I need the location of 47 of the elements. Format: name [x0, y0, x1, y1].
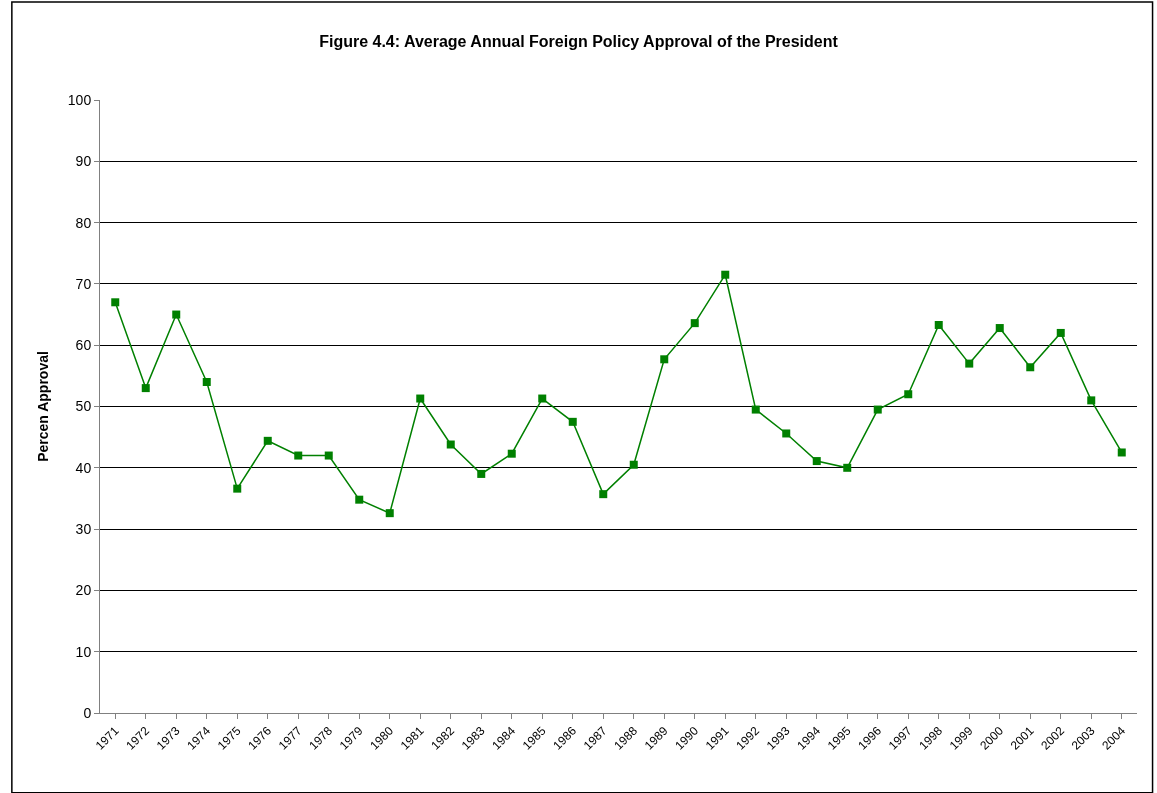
y-tick-label: 60 — [75, 337, 92, 354]
point — [1087, 396, 1096, 405]
point — [1117, 448, 1126, 457]
point — [294, 451, 303, 460]
point — [843, 463, 852, 472]
point — [416, 394, 425, 403]
point — [782, 429, 791, 438]
point — [111, 298, 120, 307]
y-tick-label: 10 — [75, 643, 92, 660]
point — [873, 405, 882, 414]
point — [1026, 363, 1035, 372]
point — [324, 451, 333, 460]
point — [660, 355, 669, 364]
point — [568, 417, 577, 426]
point — [629, 460, 638, 469]
y-tick-label: 100 — [67, 91, 92, 108]
point — [446, 440, 455, 449]
y-tick-label: 70 — [75, 275, 92, 292]
point — [202, 377, 211, 386]
point — [141, 384, 150, 393]
point — [812, 457, 821, 466]
point — [355, 495, 364, 504]
point — [172, 310, 181, 319]
point — [263, 436, 272, 445]
point — [1056, 328, 1065, 337]
point — [721, 270, 730, 279]
point — [233, 484, 242, 493]
y-tick-label: 20 — [75, 582, 92, 599]
chart-title: Figure 4.4: Average Annual Foreign Policy Approval of the President — [319, 32, 839, 50]
point — [599, 490, 608, 499]
y-axis-title: Percen Approval — [35, 351, 52, 462]
point — [965, 359, 974, 368]
y-tick-label: 80 — [75, 214, 92, 231]
point — [477, 469, 486, 478]
point — [934, 320, 943, 329]
y-tick-label: 0 — [83, 704, 92, 721]
y-tick-label: 90 — [75, 153, 92, 170]
y-tick-label: 40 — [75, 459, 92, 476]
y-tick-label: 30 — [75, 521, 92, 537]
point — [538, 394, 547, 403]
point — [751, 405, 760, 414]
point — [385, 509, 394, 518]
point — [904, 390, 913, 399]
point — [507, 449, 516, 458]
point — [690, 319, 699, 328]
y-tick-label: 50 — [75, 398, 92, 415]
point — [995, 324, 1004, 333]
